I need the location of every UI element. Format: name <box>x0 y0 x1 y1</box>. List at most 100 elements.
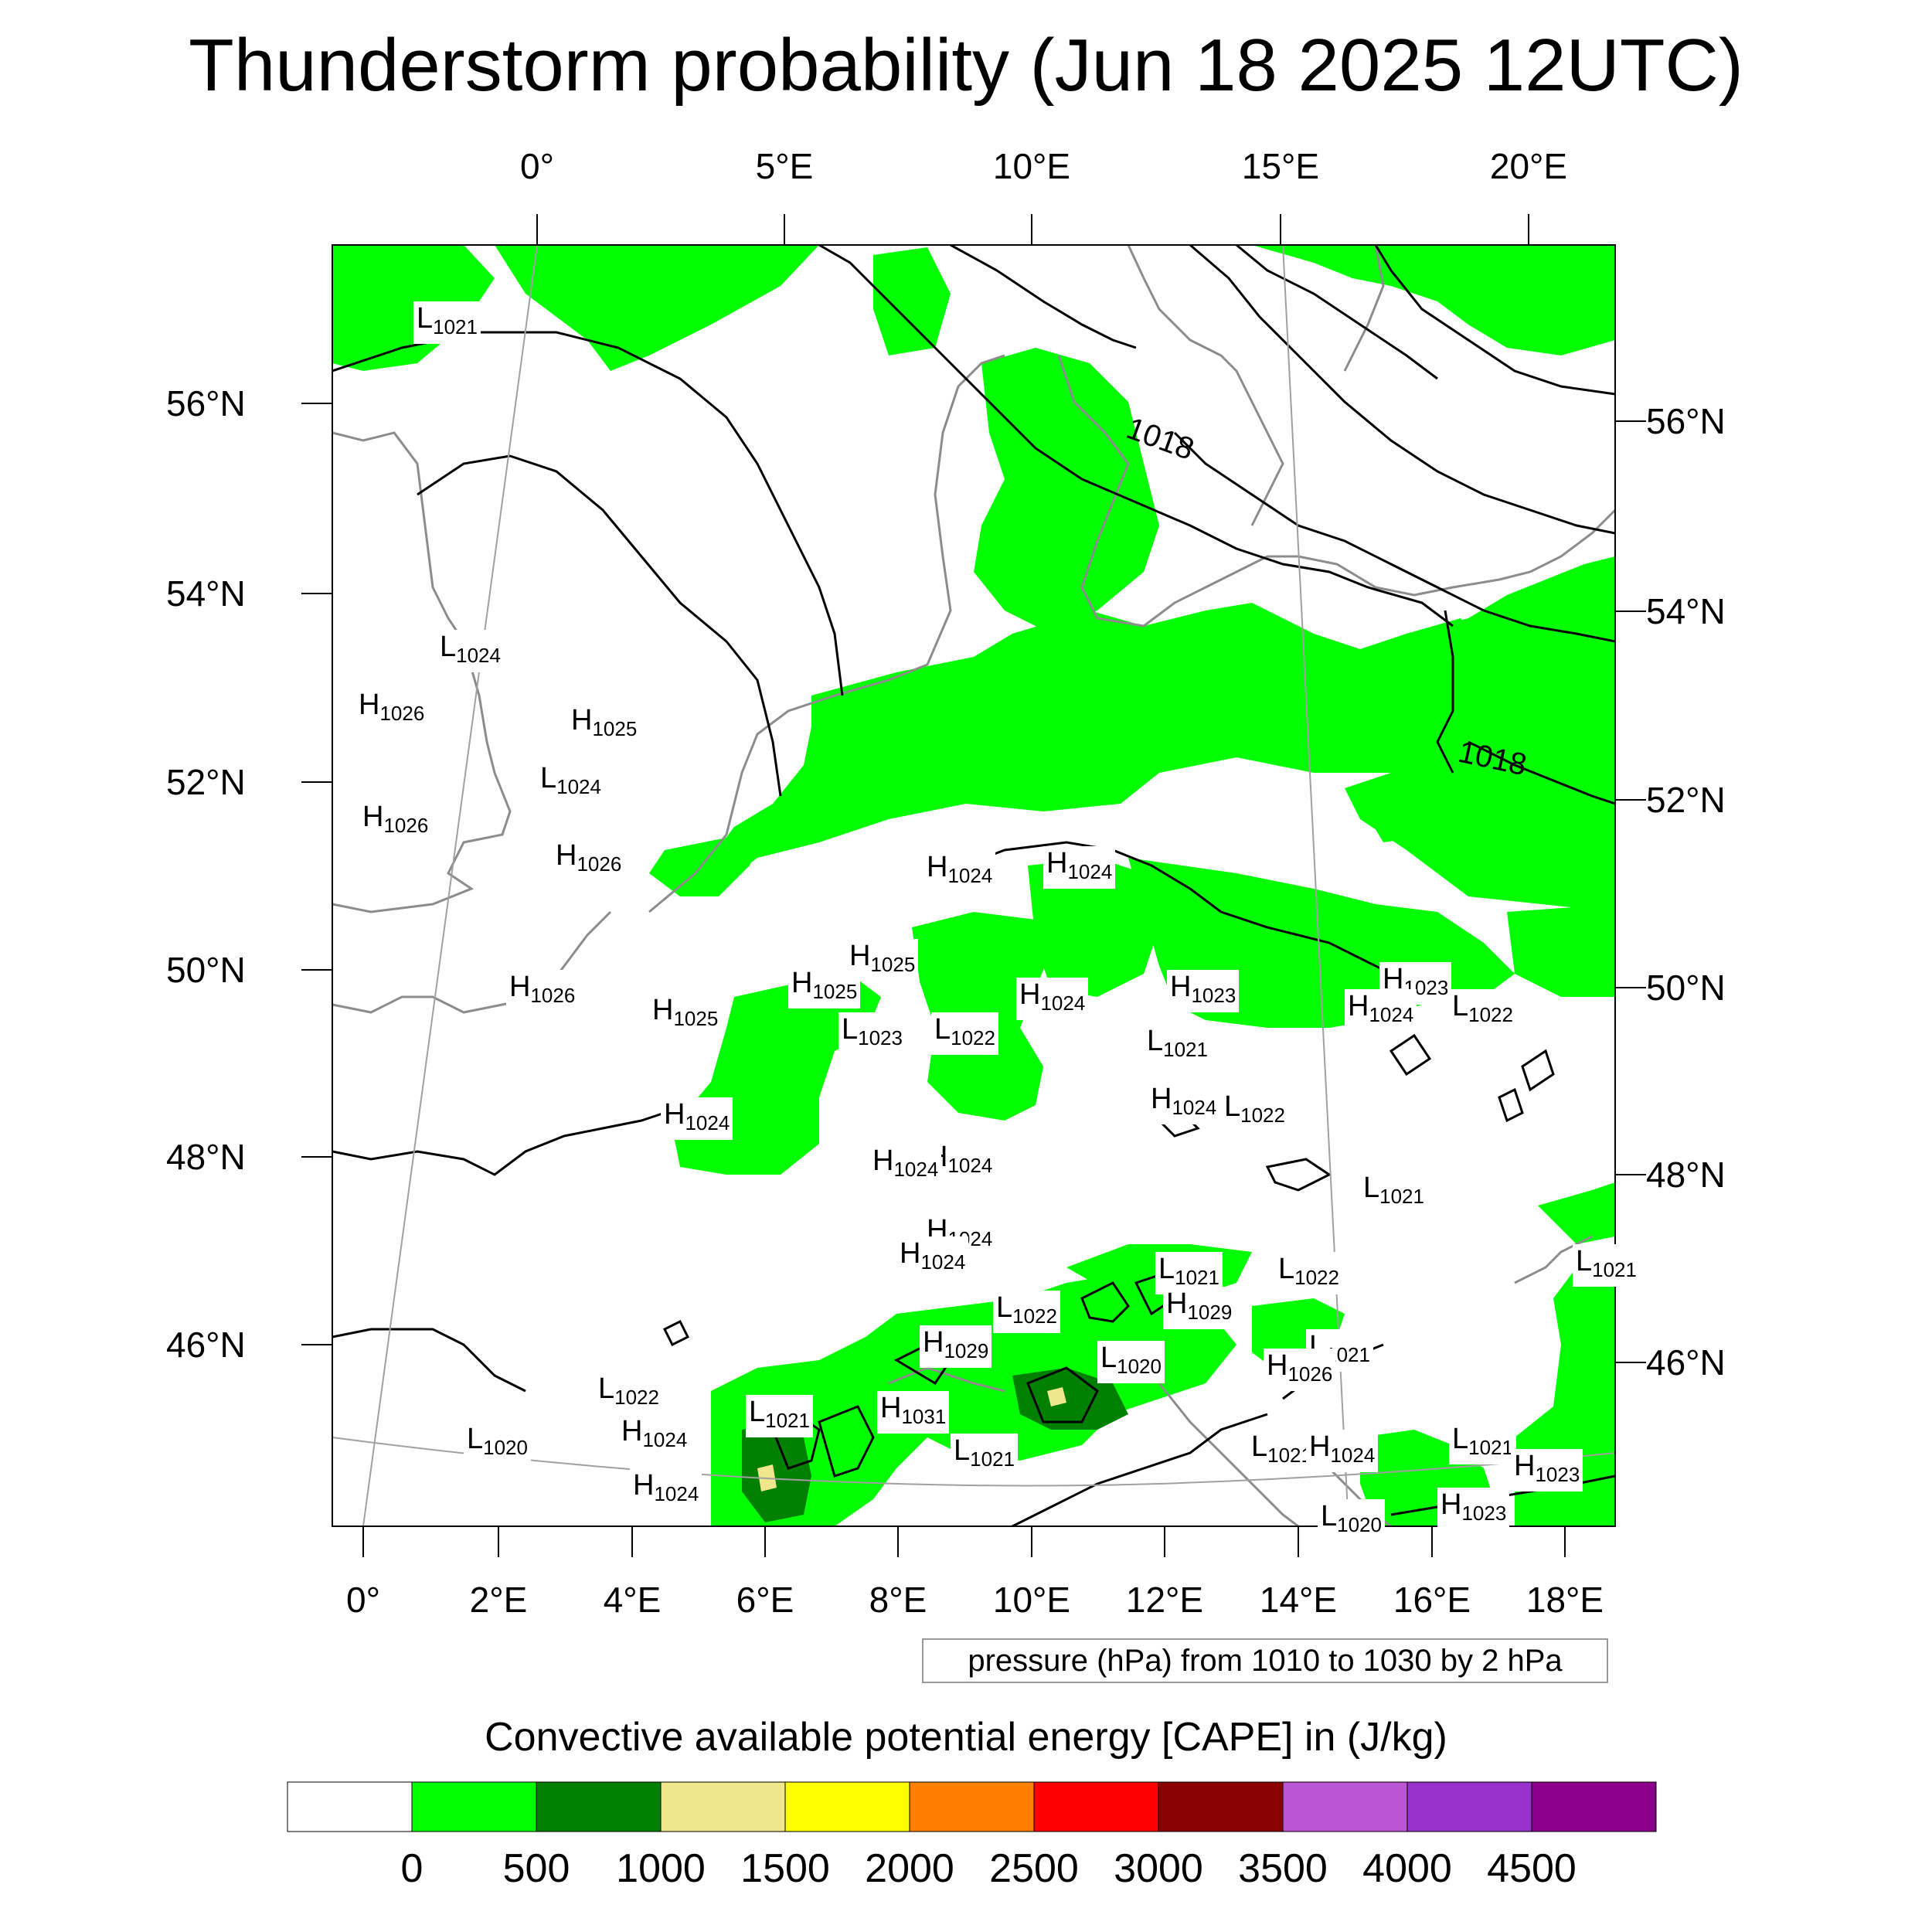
right-axis-label-56n: 56°N <box>1646 401 1726 441</box>
pressure-center-low: L1022 <box>595 1372 662 1414</box>
left-axis-label-50n: 50°N <box>166 950 246 990</box>
bottom-axis-label-14e: 14°E <box>1259 1580 1338 1620</box>
pressure-center-high: H1025 <box>846 939 919 981</box>
pressure-center-type: L <box>842 1013 859 1046</box>
pressure-center-type: L <box>1224 1090 1241 1123</box>
isobar-9 <box>1374 245 1615 396</box>
pressure-center-value: 1021 <box>970 1447 1015 1471</box>
top-axis-label-15e: 15°E <box>1241 146 1320 186</box>
pressure-center-low: L1022 <box>1221 1090 1288 1132</box>
isobar-6 <box>1189 245 1615 535</box>
pressure-center-type: L <box>1158 1253 1175 1285</box>
pressure-center-high: H1024 <box>869 1144 942 1186</box>
pressure-center-value: 1024 <box>1369 1003 1414 1026</box>
pressure-center-high: H1025 <box>568 703 641 746</box>
pressure-center-type: L <box>749 1396 766 1428</box>
page-title: Thunderstorm probability (Jun 18 2025 12… <box>189 24 1743 107</box>
top-axis-label-0: 0° <box>520 146 554 186</box>
coast-sweden-east <box>1343 245 1385 372</box>
pressure-center-high: H1026 <box>553 838 625 881</box>
bottom-axis-label-10e: 10°E <box>992 1580 1071 1620</box>
pressure-center-low: L1021 <box>951 1434 1018 1476</box>
coast-denmark-east <box>1057 355 1615 628</box>
right-axis-label-54n: 54°N <box>1646 591 1726 631</box>
pressure-center-high: H1023 <box>1437 1488 1510 1530</box>
pressure-center-type: H <box>621 1415 643 1447</box>
cape-region-north-east <box>1252 245 1615 355</box>
cape-region-north-center <box>873 247 951 355</box>
pressure-center-high: H1026 <box>506 970 579 1012</box>
colorbar-label-500: 500 <box>502 1846 570 1891</box>
isobar-3 <box>818 245 1454 628</box>
pressure-center-type: H <box>633 1469 655 1502</box>
isobar-13 <box>332 1111 665 1176</box>
pressure-center-type: H <box>1514 1450 1536 1482</box>
isobar-11 <box>942 841 1299 937</box>
cape-region-northwest <box>495 245 819 371</box>
colorbar-swatch-0 <box>287 1781 413 1832</box>
pressure-center-low: L1021 <box>1449 1422 1516 1464</box>
colorbar-swatch-1 <box>411 1781 537 1832</box>
pressure-center-value: 1024 <box>1040 992 1086 1015</box>
pressure-center-low: L1024 <box>537 761 604 804</box>
pressure-center-high: H1026 <box>1264 1349 1336 1391</box>
isobar-2 <box>417 454 782 797</box>
right-axis-label-50n: 50°N <box>1646 968 1726 1008</box>
pressure-center-value: 1021 <box>433 315 478 338</box>
left-axis-label-56n: 56°N <box>166 383 246 423</box>
pressure-center-type: H <box>900 1237 921 1270</box>
colorbar-title: Convective available potential energy [C… <box>485 1715 1447 1760</box>
right-axis-label-46n: 46°N <box>1646 1342 1726 1383</box>
map-plot-frame <box>332 244 1616 1527</box>
pressure-center-type: H <box>556 839 577 872</box>
coast-britain-south <box>332 910 612 1014</box>
pressure-center-high: H1025 <box>788 966 861 1009</box>
isobars <box>332 245 1615 1526</box>
pressure-center-high: H1024 <box>1345 989 1417 1032</box>
isobar-5 <box>1173 431 1615 643</box>
pressure-center-type: L <box>934 1013 951 1046</box>
bottom-axis-label-4e: 4°E <box>603 1580 662 1620</box>
pressure-center-value: 1025 <box>673 1007 719 1030</box>
pressure-center-value: 1022 <box>1294 1266 1339 1289</box>
pressure-center-value: 1026 <box>379 702 425 725</box>
pressure-center-type: L <box>1147 1025 1164 1057</box>
pressure-center-high: H1024 <box>630 1468 702 1511</box>
isobar-7 <box>1468 740 1615 805</box>
pressure-center-type: L <box>540 762 557 794</box>
coast-genoa <box>888 1366 1005 1393</box>
pressure-center-type: H <box>509 971 531 1003</box>
pressure-center-type: H <box>362 801 384 833</box>
pressure-center-type: H <box>923 1326 944 1359</box>
cape-region-central-germany <box>1028 858 1159 997</box>
pressure-center-type: L <box>954 1434 971 1467</box>
isobar-4 <box>950 245 1137 349</box>
pressure-center-type: L <box>417 302 434 335</box>
colorbar-label-3000: 3000 <box>1114 1846 1203 1891</box>
bottom-axis-label-18e: 18°E <box>1526 1580 1604 1620</box>
left-axis-label-52n: 52°N <box>166 762 246 802</box>
isobar-14 <box>332 1328 526 1393</box>
cape-region-poland-east <box>1360 781 1453 842</box>
pressure-center-low: L1024 <box>437 630 504 672</box>
pressure-center-type: L <box>1251 1430 1268 1463</box>
bottom-axis-label-12e: 12°E <box>1125 1580 1204 1620</box>
pressure-center-value: 1020 <box>1117 1355 1162 1378</box>
pressure-center-low: L1020 <box>1097 1341 1165 1383</box>
pressure-center-low: L1022 <box>1449 989 1516 1032</box>
pressure-center-type: H <box>791 967 813 999</box>
pressure-center-type: H <box>652 994 674 1026</box>
pressure-center-low: L1021 <box>413 301 481 344</box>
pressure-center-low: L1021 <box>1248 1430 1315 1472</box>
isobar-small-7 <box>1265 1158 1332 1192</box>
pressure-center-value: 1023 <box>1191 984 1236 1007</box>
pressure-center-type: H <box>1019 978 1041 1011</box>
colorbar-label-2500: 2500 <box>989 1846 1079 1891</box>
cape-region-maritime-alps <box>742 1422 811 1522</box>
pressure-center-high: H1025 <box>649 993 722 1036</box>
pressure-center-value: 1022 <box>1468 1003 1513 1026</box>
isobar-small-5 <box>1498 1087 1524 1123</box>
left-axis-label-48n: 48°N <box>166 1137 246 1177</box>
colorbar-label-1500: 1500 <box>740 1846 830 1891</box>
